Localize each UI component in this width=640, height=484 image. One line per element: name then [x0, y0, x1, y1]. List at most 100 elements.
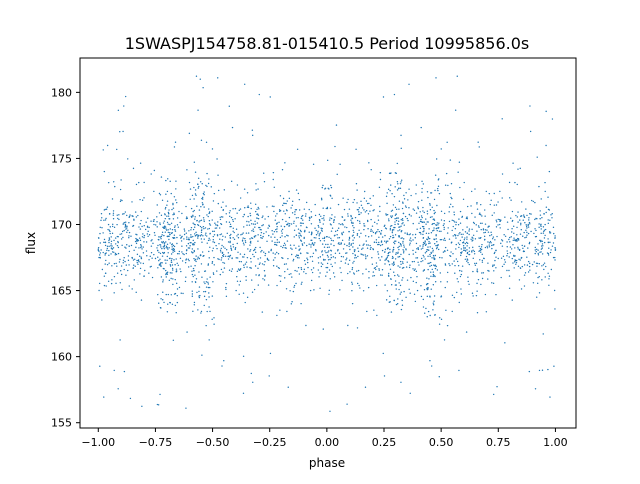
data-point [179, 257, 182, 260]
data-point [525, 224, 527, 226]
data-point [281, 232, 283, 234]
data-point [452, 206, 454, 208]
data-point [389, 268, 392, 271]
data-point [384, 248, 387, 251]
data-point [501, 240, 504, 242]
data-point [341, 279, 343, 282]
data-point [318, 226, 320, 228]
data-point [396, 162, 398, 165]
data-point [100, 219, 102, 222]
data-point [190, 229, 192, 231]
data-point [222, 209, 224, 212]
data-point [268, 234, 270, 237]
data-point [373, 309, 375, 311]
data-point [229, 223, 232, 226]
data-point [123, 105, 125, 107]
data-point [191, 293, 194, 295]
data-point [363, 209, 365, 211]
data-point [406, 279, 409, 281]
data-point [320, 227, 322, 229]
data-point [127, 255, 130, 257]
data-point [394, 226, 396, 229]
data-point [166, 271, 168, 274]
data-point [553, 365, 555, 367]
data-point [527, 271, 530, 273]
data-point [185, 252, 188, 255]
data-point [400, 134, 402, 137]
data-point [259, 246, 261, 249]
data-point [123, 229, 125, 232]
data-point [365, 256, 367, 258]
data-point [354, 257, 356, 259]
data-point [378, 269, 380, 271]
data-point [422, 241, 425, 244]
data-point [215, 224, 217, 226]
data-point [356, 234, 359, 236]
data-point [464, 242, 467, 245]
data-point [223, 253, 225, 256]
data-point [230, 270, 233, 272]
data-point [344, 226, 346, 228]
data-point [105, 217, 107, 220]
data-point [478, 250, 480, 253]
data-point [356, 233, 359, 235]
data-point [553, 232, 555, 235]
data-point [455, 248, 457, 250]
data-point [427, 221, 429, 223]
data-point [438, 222, 440, 224]
data-point [476, 282, 478, 285]
data-point [547, 241, 550, 244]
data-point [350, 243, 353, 245]
data-point [554, 247, 556, 249]
data-point [402, 222, 404, 224]
data-point [360, 212, 362, 214]
data-point [526, 264, 529, 266]
data-point [490, 242, 492, 244]
data-point [508, 181, 511, 184]
data-point [384, 263, 386, 265]
data-point [429, 295, 431, 297]
data-point [364, 386, 367, 388]
data-point [181, 245, 183, 247]
data-point [185, 245, 188, 247]
data-point [390, 284, 393, 286]
data-point [470, 238, 472, 240]
data-point [234, 207, 237, 210]
data-point [351, 290, 353, 292]
data-point [161, 242, 164, 244]
data-point [231, 268, 234, 270]
data-point [148, 226, 150, 229]
data-point [131, 201, 133, 203]
data-point [242, 292, 245, 294]
data-point [103, 241, 105, 244]
data-point [356, 270, 358, 272]
data-point [348, 237, 351, 240]
data-point [159, 244, 162, 246]
data-point [399, 229, 401, 231]
data-point [365, 268, 367, 270]
data-point [176, 262, 178, 265]
data-point [487, 262, 489, 264]
data-point [431, 365, 433, 367]
data-point [178, 250, 181, 253]
data-point [401, 279, 403, 281]
data-point [98, 254, 101, 256]
data-point [143, 181, 145, 184]
data-point [398, 255, 401, 258]
data-point [517, 248, 519, 250]
data-point [156, 216, 158, 218]
data-point [381, 256, 383, 258]
data-point [183, 233, 186, 236]
data-point [408, 253, 410, 256]
data-point [507, 228, 509, 231]
data-point [135, 240, 138, 242]
data-point [201, 241, 203, 243]
data-point [409, 237, 412, 239]
data-point [261, 311, 264, 313]
data-point [450, 183, 453, 185]
data-point [353, 237, 356, 239]
data-point [122, 130, 124, 133]
data-point [116, 148, 118, 151]
data-point [436, 229, 438, 232]
